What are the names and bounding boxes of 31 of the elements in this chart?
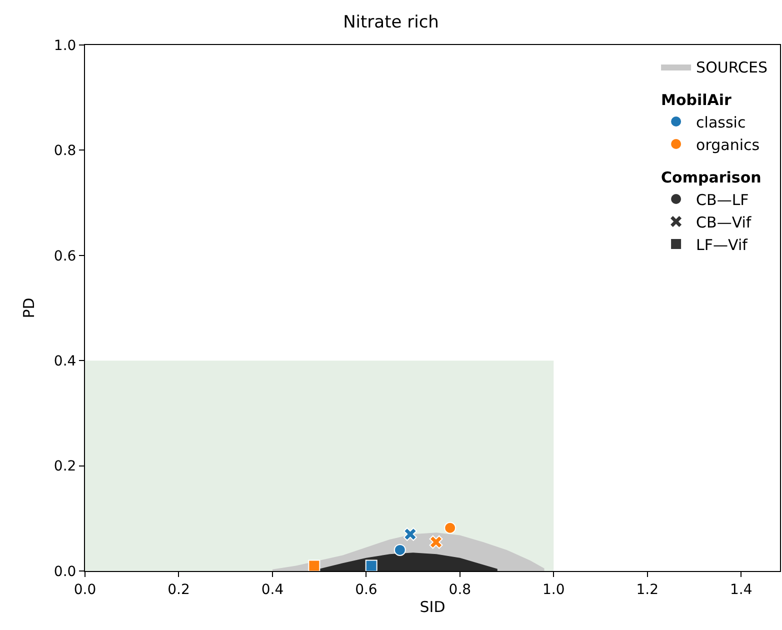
text: MobilAir <box>661 90 732 109</box>
y-tick-label: 0.2 <box>54 458 76 475</box>
x-tick-label: 0.6 <box>355 582 378 598</box>
legend-label: organics <box>696 136 760 154</box>
text: Comparison <box>661 168 762 186</box>
point <box>308 560 320 571</box>
point <box>394 544 406 556</box>
legend-label: CB—LF <box>696 190 749 209</box>
point <box>444 522 456 534</box>
x-tick-label: 1.0 <box>542 582 565 598</box>
x-tick-label: 0.8 <box>448 582 472 598</box>
legend-label: classic <box>696 113 746 132</box>
y-axis-title: PD <box>20 298 38 318</box>
chart-title: Nitrate rich <box>343 12 439 33</box>
point <box>365 560 378 571</box>
y-tick-label: 0.0 <box>54 564 76 580</box>
x-tick-label: 0.0 <box>74 582 96 598</box>
y-tick-label: 0.4 <box>54 354 76 370</box>
point <box>429 535 443 549</box>
legend-label: CB—Vif <box>696 213 752 232</box>
x-tick-label: 0.4 <box>261 582 284 598</box>
x-tick-label: 1.2 <box>636 582 659 598</box>
y-tick-label: 0.8 <box>54 143 76 160</box>
y-tick-label: 1.0 <box>54 38 76 54</box>
x-tick-label: 0.2 <box>168 582 190 598</box>
y-tick-label: 0.6 <box>54 248 76 264</box>
legend-label: LF—Vif <box>696 236 748 254</box>
legend-label: SOURCES <box>696 58 768 76</box>
point <box>404 527 417 541</box>
x-tick-label: 1.4 <box>730 582 752 598</box>
x-axis-title: SID <box>420 598 446 616</box>
